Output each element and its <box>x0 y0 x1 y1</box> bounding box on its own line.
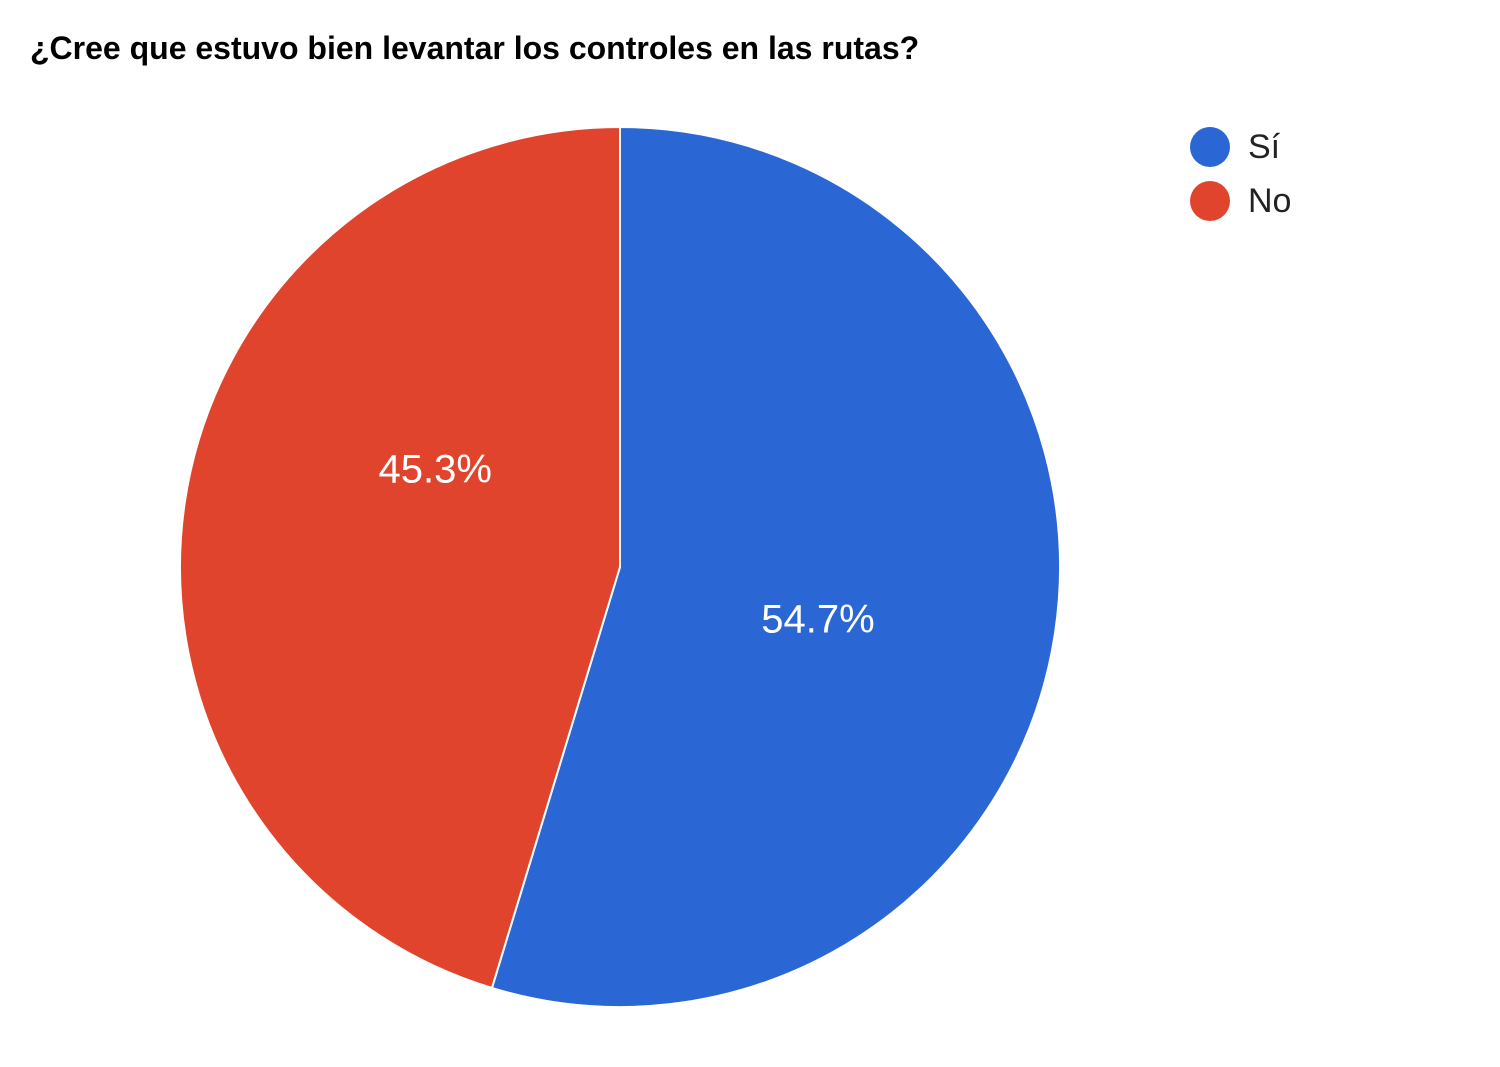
slice-label-no: 45.3% <box>378 448 491 493</box>
pie-chart <box>170 117 1070 1017</box>
legend-label-si: Sí <box>1248 128 1280 167</box>
legend-item-no: No <box>1190 181 1291 221</box>
chart-container: 54.7% 45.3% Sí No <box>20 117 1480 1017</box>
slice-label-si: 54.7% <box>761 597 874 642</box>
legend-marker-no <box>1190 181 1230 221</box>
legend-label-no: No <box>1248 182 1291 221</box>
legend: Sí No <box>1190 127 1291 235</box>
legend-marker-si <box>1190 127 1230 167</box>
pie-wrapper: 54.7% 45.3% <box>170 117 1070 1017</box>
legend-item-si: Sí <box>1190 127 1291 167</box>
chart-title: ¿Cree que estuvo bien levantar los contr… <box>30 30 1480 67</box>
